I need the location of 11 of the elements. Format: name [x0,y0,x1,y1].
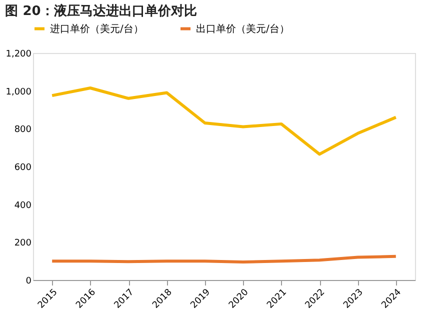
legend-label: 进口单价（美元/台） [50,22,144,35]
y-tick-label: 800 [14,125,32,136]
line-series [50,86,398,156]
y-tick-label: 400 [14,200,32,211]
y-tick-label: 0 [26,276,32,286]
legend-label: 出口单价（美元/台） [196,22,290,35]
y-tick-label: 200 [14,238,32,249]
y-tick-label: 1,200 [6,50,32,60]
y-tick-label: 1,000 [6,87,32,98]
y-tick-label: 600 [14,163,32,173]
chart-title: 图 20：液压马达进出口单价对比 [5,3,197,19]
